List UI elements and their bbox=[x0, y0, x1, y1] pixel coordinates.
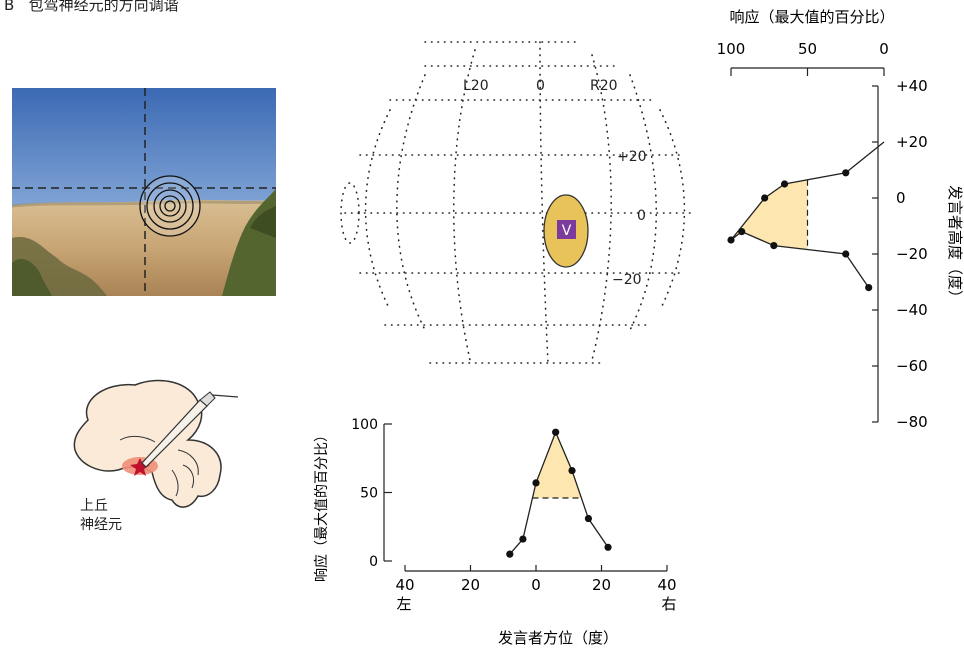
globe-label-0-side: 0 bbox=[637, 208, 646, 224]
globe-label-0-top: 0 bbox=[536, 78, 545, 94]
azimuth-data-point bbox=[532, 479, 540, 487]
brain-illustration bbox=[73, 379, 239, 508]
azimuth-x-tick-label: 20 bbox=[592, 576, 611, 594]
azimuth-data-point bbox=[552, 428, 560, 436]
brain-label: 上丘 神经元 bbox=[80, 497, 122, 535]
elevation-y-tick-label: −60 bbox=[896, 357, 928, 375]
globe-label-r20: R20 bbox=[590, 78, 618, 94]
elevation-x-tick-label: 100 bbox=[717, 40, 746, 58]
elevation-data-point bbox=[780, 180, 789, 188]
azimuth-data-point bbox=[584, 514, 592, 523]
elevation-tuning-chart: 响应（最大值的百分比） 发言者高度（度） 100 50 0 +40 +20 0 −20 −40… bbox=[717, 8, 964, 431]
azimuth-x-tick-label: 20 bbox=[461, 576, 480, 594]
brain-tissue bbox=[73, 379, 222, 508]
speaker-badge-label: V bbox=[562, 223, 572, 239]
elevation-y-tick-label: −20 bbox=[896, 245, 928, 263]
azimuth-x-tick-label: 40 bbox=[395, 576, 414, 594]
neuron-star-icon bbox=[130, 458, 150, 476]
spatial-globe: L20 0 R20 +20 0 −20 V bbox=[340, 41, 691, 364]
panel-heading: B 包驾神经元的方向调谐 bbox=[4, 0, 179, 15]
azimuth-x-tick-label: 0 bbox=[531, 576, 541, 594]
elevation-half-max-area bbox=[731, 179, 808, 250]
azimuth-x-tick-label: 40 bbox=[657, 576, 676, 594]
elevation-data-point bbox=[738, 228, 746, 236]
elevation-x-tick-label: 50 bbox=[798, 40, 817, 58]
elevation-data-point bbox=[865, 284, 873, 292]
globe-label-plus20: +20 bbox=[617, 149, 647, 165]
azimuth-data-point bbox=[604, 543, 612, 551]
azimuth-right-side-label: 右 bbox=[661, 595, 676, 613]
elevation-y-tick-label: −40 bbox=[896, 301, 928, 319]
elevation-y-tick-label: −80 bbox=[896, 413, 928, 431]
brain-label-line2: 神经元 bbox=[80, 517, 122, 533]
elevation-data-point bbox=[727, 236, 735, 244]
globe-grid bbox=[340, 41, 691, 364]
globe-label-l20: L20 bbox=[463, 78, 489, 94]
azimuth-y-tick-label: 0 bbox=[369, 554, 378, 570]
elevation-top-axis-title: 响应（最大值的百分比） bbox=[729, 8, 894, 26]
target-rings bbox=[139, 175, 201, 237]
landscape-photo bbox=[12, 88, 276, 296]
azimuth-x-axis-label: 发言者方位（度） bbox=[498, 629, 618, 647]
azimuth-left-side-label: 左 bbox=[396, 595, 411, 613]
azimuth-y-axis-label: 响应（最大值的百分比） bbox=[313, 428, 330, 582]
azimuth-half-max-area bbox=[532, 432, 582, 498]
elevation-data-point bbox=[770, 242, 778, 250]
elevation-x-tick-label: 0 bbox=[879, 40, 889, 58]
elevation-y-axis-label: 发言者高度（度） bbox=[946, 185, 964, 305]
elevation-data-point bbox=[761, 194, 769, 202]
azimuth-data-point bbox=[568, 466, 576, 475]
brain-label-line1: 上丘 bbox=[80, 498, 108, 514]
azimuth-tuning-chart: 响应（最大值的百分比） 发言者方位（度） 左 右 100 50 0 40 20 0 20 40 bbox=[313, 417, 677, 647]
elevation-data-point bbox=[842, 169, 850, 177]
azimuth-y-tick-label: 50 bbox=[360, 486, 378, 502]
panel-letter: B bbox=[4, 0, 15, 14]
panel-title: 包驾神经元的方向调谐 bbox=[28, 0, 179, 14]
elevation-y-tick-label: +20 bbox=[896, 133, 928, 151]
azimuth-data-point bbox=[506, 550, 514, 558]
azimuth-y-tick-label: 100 bbox=[351, 417, 378, 433]
speaker-badge bbox=[557, 220, 576, 239]
azimuth-data-point bbox=[519, 535, 527, 543]
elevation-data-point bbox=[842, 250, 850, 258]
elevation-y-tick-label: 0 bbox=[896, 189, 906, 207]
globe-label-minus20: −20 bbox=[612, 272, 642, 288]
elevation-y-tick-label: +40 bbox=[896, 77, 928, 95]
